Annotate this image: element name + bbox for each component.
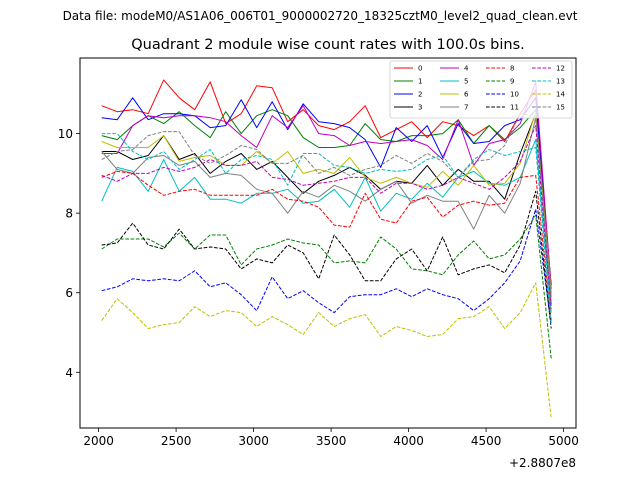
- legend-label-9: 9: [510, 78, 514, 86]
- legend-label-1: 1: [418, 78, 422, 86]
- legend-box: [389, 60, 573, 119]
- data-file-label: Data file: modeM0/AS1A06_006T01_90000027…: [63, 9, 578, 23]
- series-line-4: [101, 81, 552, 289]
- y-tick-label: 6: [65, 286, 73, 300]
- plot-lines: [101, 79, 552, 419]
- legend-label-11: 11: [510, 104, 519, 112]
- legend-label-12: 12: [556, 65, 565, 73]
- legend-label-3: 3: [418, 104, 422, 112]
- x-tick-label: 3000: [238, 434, 269, 448]
- x-offset-label: +2.8807e8: [509, 456, 576, 470]
- y-tick-label: 10: [58, 127, 73, 141]
- series-line-11: [101, 190, 552, 329]
- legend-label-8: 8: [510, 65, 514, 73]
- series-line-13: [101, 133, 552, 325]
- legend-label-10: 10: [510, 91, 519, 99]
- x-tick-label: 2500: [161, 434, 192, 448]
- series-line-7: [101, 117, 552, 297]
- series-line-12: [101, 125, 552, 309]
- series-line-9: [101, 214, 552, 359]
- x-tick-label: 4000: [393, 434, 424, 448]
- legend-label-7: 7: [464, 104, 468, 112]
- y-tick-label: 8: [65, 207, 73, 221]
- series-line-10: [101, 208, 552, 325]
- legend-label-6: 6: [464, 91, 469, 99]
- y-tick-label: 4: [65, 366, 73, 380]
- legend-label-5: 5: [464, 78, 468, 86]
- chart-title: Quadrant 2 module wise count rates with …: [131, 37, 525, 53]
- legend-label-15: 15: [556, 104, 565, 112]
- x-tick-label: 2000: [83, 434, 114, 448]
- plot-frame: [79, 57, 577, 429]
- x-tick-label: 5000: [548, 434, 579, 448]
- series-line-15: [101, 113, 552, 301]
- series-line-6: [101, 111, 552, 293]
- legend-label-2: 2: [418, 91, 422, 99]
- x-tick-label: 4500: [471, 434, 502, 448]
- legend-label-0: 0: [418, 65, 422, 73]
- legend-label-4: 4: [464, 65, 469, 73]
- series-line-3: [101, 113, 552, 285]
- series-line-2: [101, 97, 552, 293]
- x-axis: 2000 2500 3000 3500 4000 4500 5000: [83, 428, 579, 448]
- x-tick-label: 3500: [316, 434, 347, 448]
- legend-label-14: 14: [556, 91, 565, 99]
- series-line-0: [101, 79, 552, 289]
- series-line-14: [101, 282, 552, 419]
- series-line-8: [101, 170, 552, 321]
- series-line-5: [101, 139, 552, 313]
- legend-label-13: 13: [556, 78, 565, 86]
- y-axis: 4 6 8 10: [58, 127, 80, 380]
